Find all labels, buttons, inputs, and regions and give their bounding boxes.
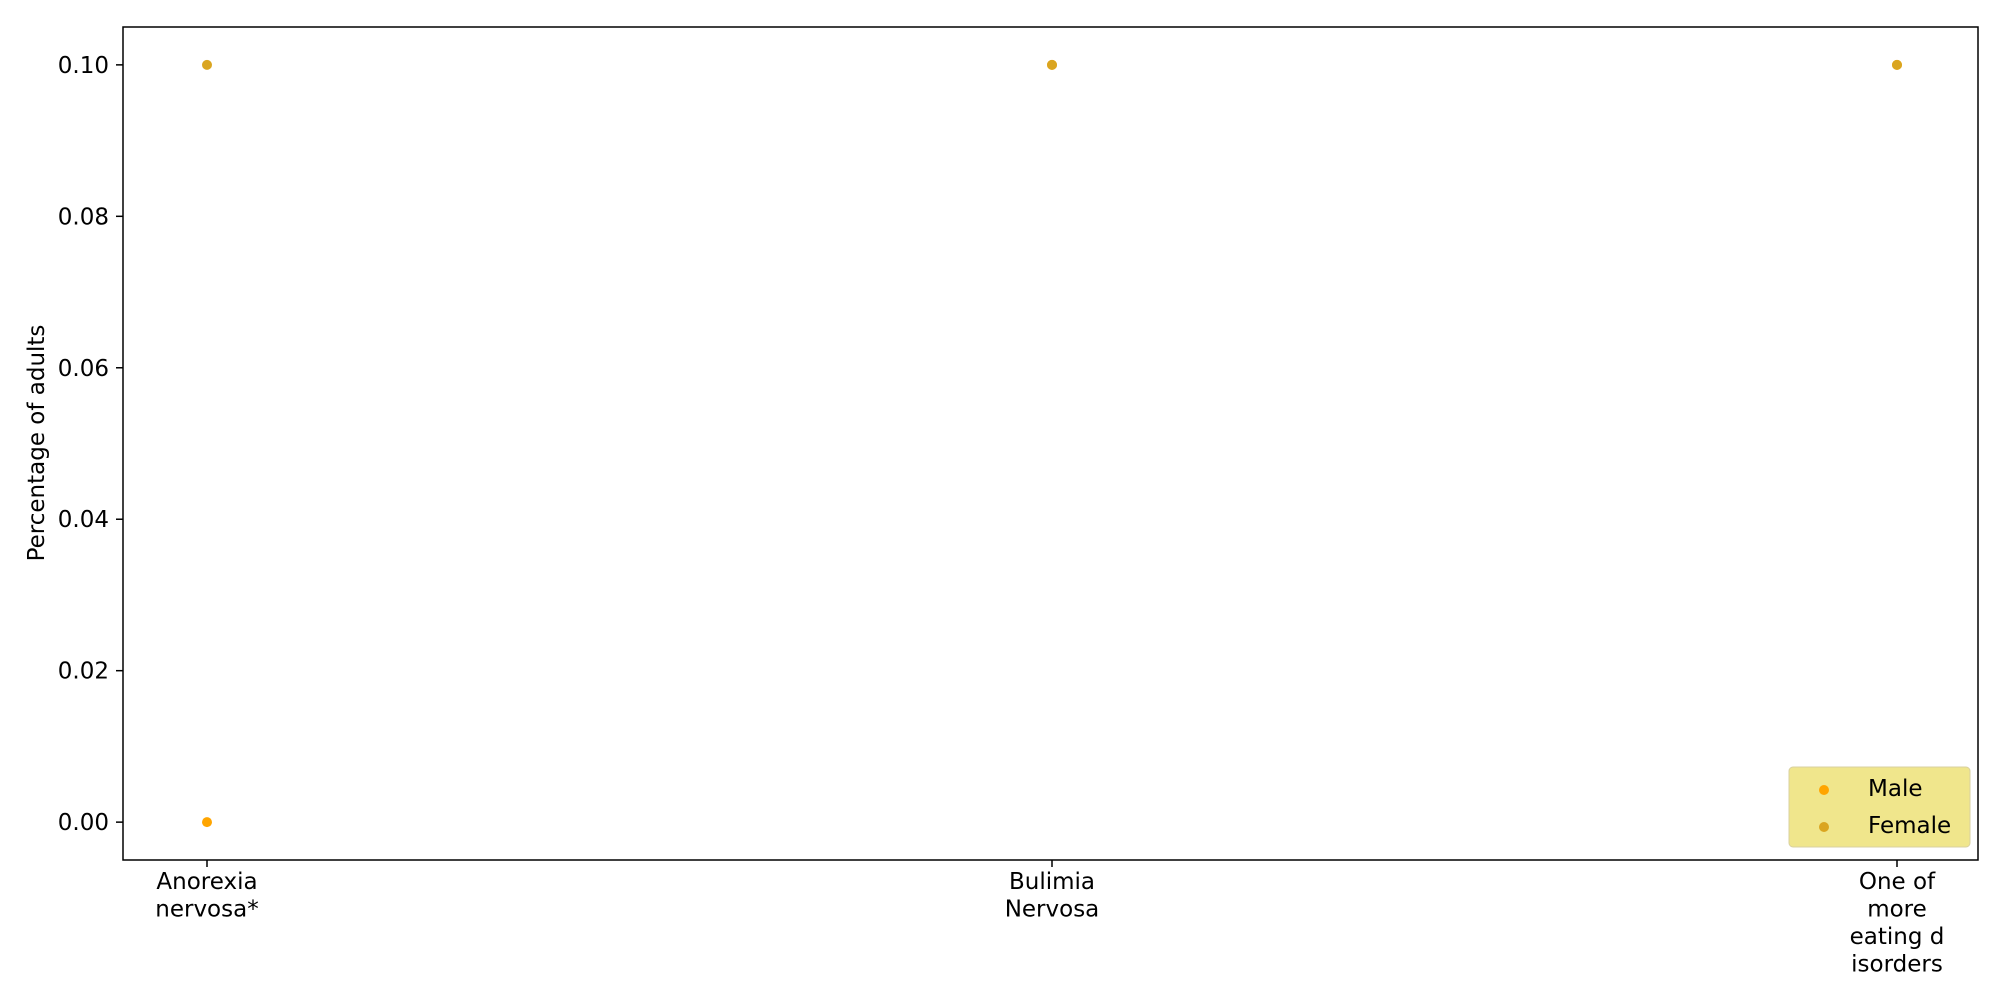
x-tick-label: Bulimia Nervosa [1005, 869, 1100, 923]
x-tick-label: One of more eating d isorders [1850, 869, 1945, 978]
legend-label-male: Male [1868, 776, 1922, 802]
legend-box [1788, 766, 1971, 848]
y-tick-label: 0.08 [58, 204, 109, 230]
y-tick-label: 0.06 [58, 356, 109, 382]
x-tick-label-line: eating d [1850, 924, 1945, 950]
data-point-female [1892, 59, 1902, 70]
plot-frame [122, 26, 1979, 861]
legend: Male Female [1788, 766, 1971, 848]
y-tick-label: 0.00 [58, 810, 109, 836]
legend-marker-male [1819, 785, 1829, 795]
y-tick-label: 0.10 [58, 53, 109, 79]
data-points [202, 59, 1902, 828]
data-point-male [202, 817, 212, 828]
x-tick-label-line: more [1867, 897, 1927, 923]
x-tick-label-line: One of [1859, 869, 1936, 895]
y-tick-label: 0.04 [58, 507, 109, 533]
data-point-female [1047, 59, 1057, 70]
x-tick-label-line: nervosa* [155, 897, 258, 923]
x-tick-label-line: Bulimia [1009, 869, 1095, 895]
x-tick-label-line: isorders [1851, 952, 1943, 978]
data-point-female [202, 59, 212, 70]
y-axis-ticks: 0.00 0.02 0.04 0.06 0.08 0.10 [58, 53, 123, 836]
x-tick-label-line: Anorexia [156, 869, 257, 895]
x-axis-ticks: Anorexia nervosa* Bulimia Nervosa One of more… [155, 860, 1944, 978]
x-tick-label: Anorexia nervosa* [155, 869, 258, 923]
legend-marker-female [1819, 822, 1829, 832]
y-axis-label: Percentage of adults [24, 325, 50, 562]
legend-label-female: Female [1868, 813, 1951, 839]
y-tick-label: 0.02 [58, 659, 109, 685]
x-tick-label-line: Nervosa [1005, 897, 1100, 923]
